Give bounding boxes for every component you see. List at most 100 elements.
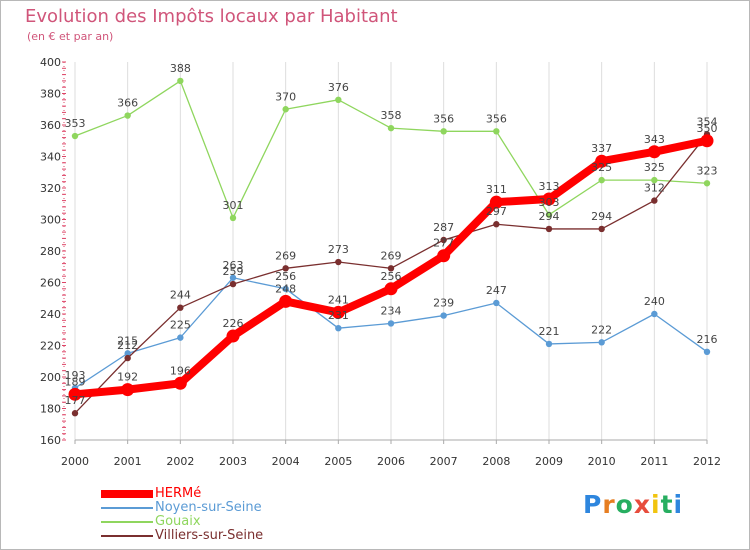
data-point-villiers-sur-seine bbox=[598, 225, 605, 233]
data-point-noyen-sur-seine bbox=[545, 340, 553, 348]
y-tick-label: 320 bbox=[40, 182, 61, 195]
data-label-herm: 337 bbox=[591, 142, 612, 155]
data-label-herm: 189 bbox=[65, 375, 86, 388]
data-point-gouaix bbox=[335, 96, 342, 104]
data-label-gouaix: 356 bbox=[486, 112, 507, 125]
y-tick-label: 220 bbox=[40, 340, 61, 353]
data-point-herm bbox=[595, 154, 609, 168]
legend-swatch-noyen-sur-seine bbox=[101, 507, 153, 509]
data-point-noyen-sur-seine bbox=[493, 299, 500, 307]
data-point-gouaix bbox=[493, 128, 500, 135]
data-label-gouaix: 325 bbox=[644, 161, 665, 174]
data-point-villiers-sur-seine bbox=[124, 354, 131, 362]
logo-letter: r bbox=[602, 490, 616, 519]
data-label-villiers-sur-seine: 312 bbox=[644, 182, 665, 195]
data-point-villiers-sur-seine bbox=[387, 265, 395, 272]
y-tick-label: 200 bbox=[40, 371, 61, 384]
data-point-villiers-sur-seine bbox=[545, 225, 553, 233]
data-label-herm: 350 bbox=[697, 122, 718, 135]
data-label-herm: 311 bbox=[486, 183, 507, 196]
data-label-herm: 192 bbox=[117, 371, 138, 384]
data-label-herm: 277 bbox=[433, 237, 454, 250]
data-point-gouaix bbox=[598, 176, 605, 184]
data-point-herm bbox=[384, 282, 398, 296]
x-tick-label: 2011 bbox=[640, 455, 668, 468]
legend-label-noyen-sur-seine: Noyen-sur-Seine bbox=[155, 500, 262, 515]
data-label-gouaix: 376 bbox=[328, 81, 349, 94]
data-label-villiers-sur-seine: 294 bbox=[591, 210, 612, 223]
data-label-noyen-sur-seine: 216 bbox=[697, 333, 718, 346]
y-tick-label: 380 bbox=[40, 88, 61, 101]
data-point-herm bbox=[173, 376, 187, 390]
data-point-noyen-sur-seine bbox=[651, 310, 658, 318]
y-tick-label: 260 bbox=[40, 277, 61, 290]
data-label-villiers-sur-seine: 273 bbox=[328, 243, 349, 256]
data-label-herm: 256 bbox=[381, 270, 402, 283]
y-tick-label: 400 bbox=[40, 56, 61, 69]
data-point-herm bbox=[647, 145, 661, 159]
data-point-gouaix bbox=[651, 176, 658, 184]
data-label-noyen-sur-seine: 240 bbox=[644, 295, 665, 308]
data-label-noyen-sur-seine: 225 bbox=[170, 319, 191, 332]
data-point-gouaix bbox=[124, 112, 131, 119]
x-tick-label: 2007 bbox=[430, 455, 458, 468]
data-label-gouaix: 301 bbox=[223, 199, 244, 212]
data-point-noyen-sur-seine bbox=[124, 350, 131, 357]
data-label-villiers-sur-seine: 287 bbox=[433, 221, 454, 234]
data-point-noyen-sur-seine bbox=[282, 285, 289, 292]
legend-label-gouaix: Gouaix bbox=[155, 514, 201, 529]
data-label-herm: 313 bbox=[539, 180, 560, 193]
data-point-gouaix bbox=[703, 180, 711, 187]
data-point-gouaix bbox=[229, 214, 237, 222]
data-point-herm bbox=[489, 195, 503, 209]
logo-letter: o bbox=[615, 490, 634, 519]
data-label-noyen-sur-seine: 247 bbox=[486, 284, 507, 297]
data-label-villiers-sur-seine: 259 bbox=[223, 265, 244, 278]
x-tick-label: 2005 bbox=[324, 455, 352, 468]
data-label-noyen-sur-seine: 193 bbox=[65, 369, 86, 382]
data-point-villiers-sur-seine bbox=[440, 236, 447, 244]
legend-label-herme: HERMé bbox=[155, 486, 202, 501]
y-tick-label: 360 bbox=[40, 119, 61, 132]
y-tick-label: 340 bbox=[40, 151, 61, 164]
data-point-noyen-sur-seine bbox=[598, 339, 605, 346]
logo-letter: P bbox=[583, 490, 603, 519]
logo-letter: t bbox=[660, 490, 674, 519]
proxiti-logo: Proxiti bbox=[583, 490, 683, 519]
data-label-noyen-sur-seine: 239 bbox=[433, 297, 454, 310]
data-point-villiers-sur-seine bbox=[282, 265, 289, 272]
x-tick-label: 2006 bbox=[377, 455, 405, 468]
y-tick-label: 160 bbox=[40, 434, 61, 447]
chart-title: Evolution des Impôts locaux par Habitant bbox=[25, 6, 398, 27]
data-point-gouaix bbox=[545, 211, 553, 218]
data-label-herm: 343 bbox=[644, 133, 665, 146]
data-label-noyen-sur-seine: 234 bbox=[381, 304, 402, 317]
data-point-noyen-sur-seine bbox=[335, 324, 342, 332]
data-point-gouaix bbox=[387, 124, 395, 132]
logo-letter: i bbox=[651, 490, 661, 519]
data-point-gouaix bbox=[440, 128, 447, 135]
data-label-noyen-sur-seine: 222 bbox=[591, 323, 612, 336]
data-label-noyen-sur-seine: 263 bbox=[223, 259, 244, 272]
x-tick-label: 2003 bbox=[219, 455, 247, 468]
data-point-villiers-sur-seine bbox=[651, 197, 658, 204]
data-label-noyen-sur-seine: 215 bbox=[117, 334, 138, 347]
data-label-gouaix: 366 bbox=[117, 97, 138, 110]
data-point-herm bbox=[226, 329, 240, 343]
data-label-gouaix: 303 bbox=[539, 196, 560, 209]
data-point-villiers-sur-seine bbox=[335, 258, 342, 266]
data-point-herm bbox=[68, 387, 82, 401]
data-label-gouaix: 388 bbox=[170, 62, 191, 75]
data-point-herm bbox=[121, 383, 135, 397]
data-label-gouaix: 358 bbox=[381, 109, 402, 122]
data-point-villiers-sur-seine bbox=[229, 280, 237, 288]
y-tick-label: 240 bbox=[40, 308, 61, 321]
legend-swatch-herme bbox=[101, 490, 153, 498]
data-label-noyen-sur-seine: 221 bbox=[539, 325, 560, 338]
x-tick-label: 2010 bbox=[588, 455, 616, 468]
data-label-herm: 226 bbox=[223, 317, 244, 330]
data-label-villiers-sur-seine: 212 bbox=[117, 339, 138, 352]
data-point-herm bbox=[279, 294, 293, 308]
data-point-noyen-sur-seine bbox=[703, 348, 711, 355]
